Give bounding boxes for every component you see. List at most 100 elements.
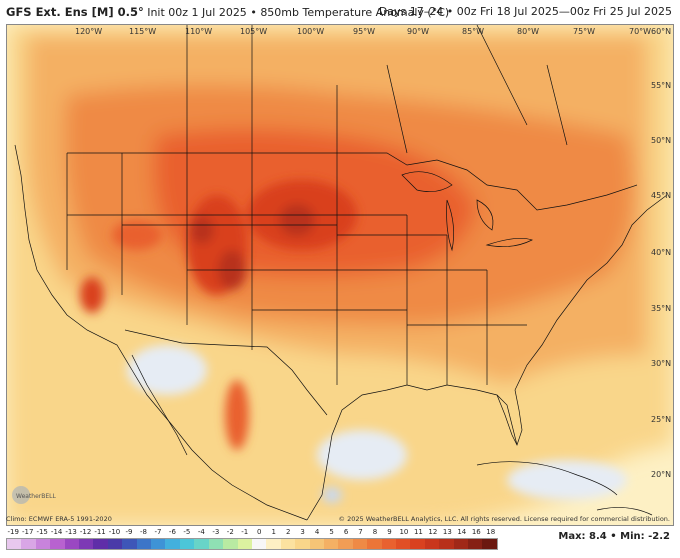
coastline-atlantic xyxy=(514,194,668,391)
coastline-pacific xyxy=(14,144,308,521)
colorbar-label: -9 xyxy=(125,528,133,536)
longitude-label: 120°W xyxy=(75,27,102,36)
weatherbell-logo: WeatherBELL xyxy=(10,484,70,506)
max-label: Max: xyxy=(558,531,586,542)
lake-superior xyxy=(401,171,453,192)
colorbar-swatch xyxy=(136,539,152,549)
product-name: 850mb Temperature Anomaly (°C) xyxy=(260,6,450,19)
colorbar-label: 12 xyxy=(428,528,438,536)
colorbar-label: 18 xyxy=(486,528,496,536)
min-label: Min: xyxy=(620,531,645,542)
colorbar-swatch xyxy=(208,539,224,549)
colorbar-swatch xyxy=(35,539,51,549)
graticule: 120°W 115°W 110°W 105°W 100°W 95°W 90°W 85°W 80°… xyxy=(75,27,671,479)
colorbar-swatch xyxy=(424,539,440,549)
colorbar-label: -4 xyxy=(197,528,205,536)
colorbar-swatch xyxy=(151,539,166,549)
latitude-label: 55°N xyxy=(651,81,671,90)
latitude-label: 35°N xyxy=(651,304,671,313)
separator-dot: • xyxy=(250,6,257,19)
colorbar-label: 2 xyxy=(285,528,291,536)
colorbar-label: -10 xyxy=(108,528,121,536)
header-left: GFS Ext. Ens [M] 0.5° Init 00z 1 Jul 202… xyxy=(6,0,449,25)
longitude-label: 95°W xyxy=(353,27,375,36)
colorbar-label: 10 xyxy=(399,528,409,536)
latitude-label: 40°N xyxy=(651,248,671,257)
field-hotter-wyoming xyxy=(190,216,214,244)
colorbar-label: 6 xyxy=(343,528,349,536)
valid-period: Days 17–24 • 00z Fri 18 Jul 2025—00z Fri… xyxy=(378,5,672,18)
max-min-readout: Max: 8.4 • Min: -2.2 xyxy=(558,531,670,542)
colorbar-label: -5 xyxy=(183,528,191,536)
longitude-label: 100°W xyxy=(297,27,324,36)
coastline-florida xyxy=(496,389,523,446)
colorbar-label: 5 xyxy=(329,528,334,536)
logo-globe-icon xyxy=(12,486,30,504)
colorbar-swatch xyxy=(179,539,195,549)
colorbar-label: -13 xyxy=(65,528,77,536)
colorbar-swatch xyxy=(7,539,22,549)
colorbar-label: 14 xyxy=(457,528,467,536)
colorbar-label: -7 xyxy=(154,528,162,536)
coastline-cuba xyxy=(476,461,618,496)
colorbar-swatch xyxy=(93,539,108,549)
min-value: -2.2 xyxy=(648,531,670,542)
init-time: Init 00z 1 Jul 2025 xyxy=(147,6,247,19)
borders xyxy=(14,25,668,521)
colorbar-label: 1 xyxy=(271,528,276,536)
colorbar-label: -11 xyxy=(94,528,106,536)
colorbar-swatch xyxy=(338,539,353,549)
colorbar-label: -15 xyxy=(36,528,48,536)
anomaly-map: 120°W 115°W 110°W 105°W 100°W 95°W 90°W 85°W 80°… xyxy=(6,24,674,526)
model-name: GFS Ext. Ens [M] 0.5° xyxy=(6,5,144,19)
colorbar-label: -3 xyxy=(212,528,220,536)
colorbar-swatch xyxy=(410,539,425,549)
colorbar-swatch xyxy=(223,539,238,549)
field-cool-caribbean xyxy=(507,460,627,500)
colorbar-label: -1 xyxy=(241,528,249,536)
logo-graphic: WeatherBELL xyxy=(12,486,57,504)
lake-michigan xyxy=(446,199,454,252)
colorbar-swatch xyxy=(122,539,137,549)
longitude-label: 85°W xyxy=(462,27,484,36)
colorbar-swatch xyxy=(352,539,368,549)
colorbar-swatch xyxy=(251,539,267,549)
border-canada xyxy=(67,152,638,211)
colorbar-swatch xyxy=(79,539,94,549)
colorbar-label: -19 xyxy=(7,528,19,536)
field-strong-sierra xyxy=(225,380,249,450)
coastline-hispaniola xyxy=(596,507,653,516)
colorbar xyxy=(6,538,498,550)
colorbar-swatch xyxy=(482,539,497,549)
colorbar-swatch xyxy=(439,539,454,549)
colorbar-swatch xyxy=(21,539,36,549)
max-value: 8.4 xyxy=(589,531,607,542)
longitude-label: 75°W xyxy=(573,27,595,36)
map-canvas: 120°W 115°W 110°W 105°W 100°W 95°W 90°W 85°W 80°… xyxy=(7,25,673,525)
longitude-label: 115°W xyxy=(129,27,156,36)
climo-note: Climo: ECMWF ERA-5 1991-2020 xyxy=(6,515,112,523)
logo-text: WeatherBELL xyxy=(16,493,57,500)
longitude-label: 90°W xyxy=(407,27,429,36)
lake-erie xyxy=(485,238,533,247)
colorbar-swatch xyxy=(50,539,65,549)
latitude-label: 20°N xyxy=(651,470,671,479)
field-hot-nevada xyxy=(80,277,104,313)
colorbar-swatch xyxy=(266,539,281,549)
field-strong-idaho xyxy=(112,220,162,250)
copyright-note: © 2025 WeatherBELL Analytics, LLC. All r… xyxy=(338,515,670,523)
canada-provinces xyxy=(186,25,568,154)
colorbar-swatch xyxy=(395,539,411,549)
coastline-baja xyxy=(131,354,188,456)
maxmin-separator: • xyxy=(610,531,617,542)
anomaly-field xyxy=(7,25,673,525)
state-lines xyxy=(66,153,527,385)
colorbar-label: 8 xyxy=(372,528,378,536)
border-mexico xyxy=(124,329,328,416)
latitude-label: 45°N xyxy=(651,191,671,200)
colorbar-swatch xyxy=(280,539,296,549)
colorbar-swatch xyxy=(309,539,324,549)
colorbar-label: -2 xyxy=(226,528,234,536)
colorbar-label: 11 xyxy=(413,528,423,536)
colorbar-swatch xyxy=(295,539,310,549)
